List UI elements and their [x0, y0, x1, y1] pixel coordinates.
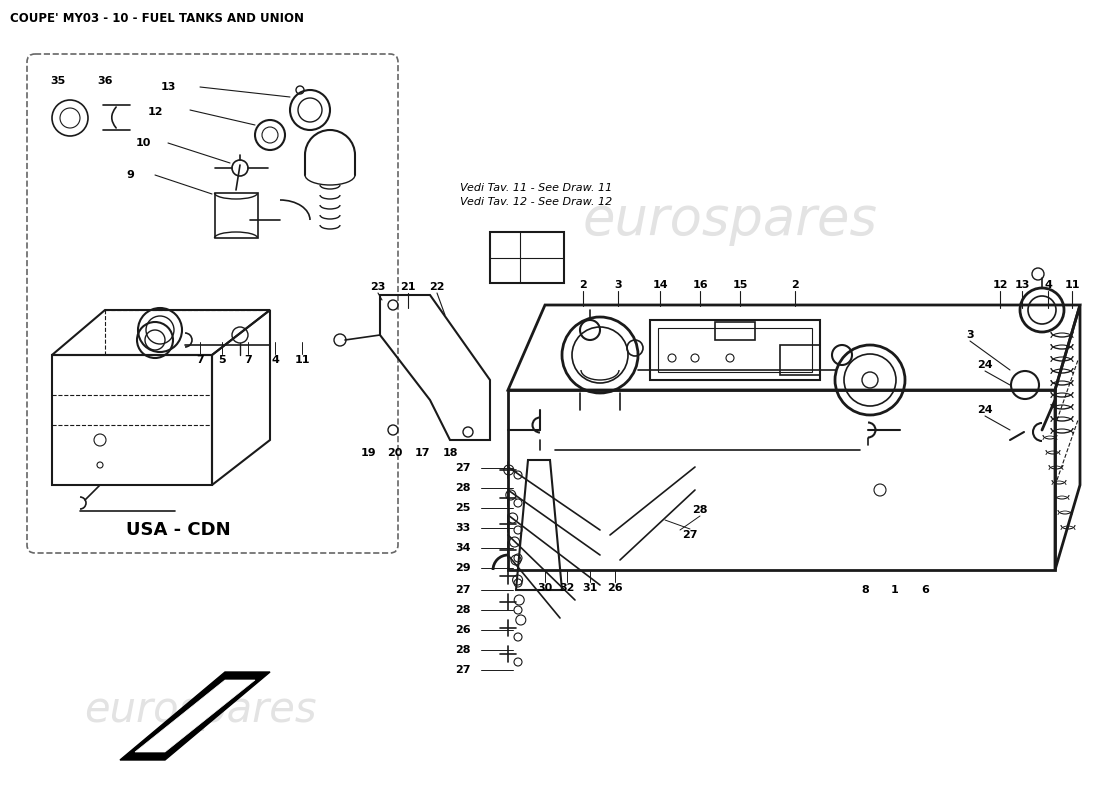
Text: 28: 28 — [455, 645, 471, 655]
Text: 4: 4 — [1044, 280, 1052, 290]
Text: 26: 26 — [607, 583, 623, 593]
Text: eurospares: eurospares — [66, 469, 315, 511]
Text: 24: 24 — [977, 405, 993, 415]
Text: 30: 30 — [538, 583, 552, 593]
Polygon shape — [135, 680, 255, 752]
Text: eurospares: eurospares — [84, 689, 317, 731]
Text: 26: 26 — [455, 625, 471, 635]
Text: 22: 22 — [429, 282, 444, 292]
Text: 25: 25 — [455, 503, 471, 513]
Text: 17: 17 — [415, 448, 430, 458]
Text: 18: 18 — [442, 448, 458, 458]
Text: 16: 16 — [692, 280, 707, 290]
Text: 34: 34 — [455, 543, 471, 553]
Text: 27: 27 — [682, 530, 697, 540]
Text: 12: 12 — [992, 280, 1008, 290]
Text: 11: 11 — [295, 355, 310, 365]
Text: 2: 2 — [791, 280, 799, 290]
Text: 29: 29 — [455, 563, 471, 573]
Text: 19: 19 — [360, 448, 376, 458]
Text: 27: 27 — [455, 463, 471, 473]
Text: 32: 32 — [559, 583, 574, 593]
Text: Vedi Tav. 12 - See Draw. 12: Vedi Tav. 12 - See Draw. 12 — [460, 197, 613, 207]
Text: 7: 7 — [196, 355, 204, 365]
Text: 27: 27 — [455, 585, 471, 595]
Text: 3: 3 — [966, 330, 974, 340]
FancyBboxPatch shape — [28, 54, 398, 553]
Text: Vedi Tav. 11 - See Draw. 11: Vedi Tav. 11 - See Draw. 11 — [460, 183, 613, 193]
Text: 4: 4 — [271, 355, 279, 365]
Text: 21: 21 — [400, 282, 416, 292]
Text: COUPE' MY03 - 10 - FUEL TANKS AND UNION: COUPE' MY03 - 10 - FUEL TANKS AND UNION — [10, 12, 304, 25]
Text: 13: 13 — [1014, 280, 1030, 290]
Text: 24: 24 — [977, 360, 993, 370]
Text: 3: 3 — [614, 280, 622, 290]
Text: 31: 31 — [582, 583, 597, 593]
Text: 28: 28 — [455, 605, 471, 615]
Text: eurospares: eurospares — [583, 194, 878, 246]
Text: 14: 14 — [652, 280, 668, 290]
Text: 1: 1 — [891, 585, 899, 595]
Text: 28: 28 — [692, 505, 707, 515]
Text: 6: 6 — [921, 585, 928, 595]
Text: 9: 9 — [126, 170, 134, 180]
Text: 27: 27 — [455, 665, 471, 675]
Text: 20: 20 — [387, 448, 403, 458]
Text: 5: 5 — [218, 355, 226, 365]
Text: 7: 7 — [244, 355, 252, 365]
Text: 33: 33 — [455, 523, 471, 533]
Text: 35: 35 — [51, 76, 66, 86]
Text: 36: 36 — [97, 76, 112, 86]
Polygon shape — [120, 672, 270, 760]
Text: 23: 23 — [371, 282, 386, 292]
Text: 13: 13 — [161, 82, 176, 92]
Text: 11: 11 — [1065, 280, 1080, 290]
Text: 28: 28 — [455, 483, 471, 493]
Text: 15: 15 — [733, 280, 748, 290]
Text: 8: 8 — [861, 585, 869, 595]
Text: 10: 10 — [135, 138, 151, 148]
Text: USA - CDN: USA - CDN — [125, 521, 230, 539]
Text: 2: 2 — [579, 280, 587, 290]
Text: 12: 12 — [147, 107, 163, 117]
